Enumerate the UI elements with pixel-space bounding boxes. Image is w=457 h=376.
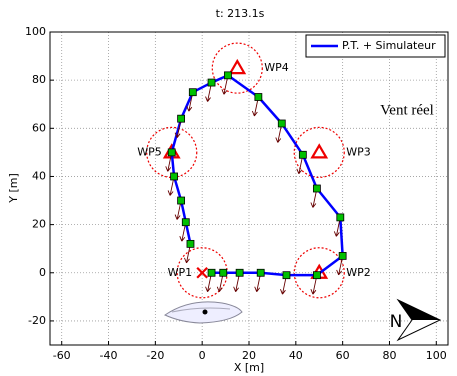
legend-box <box>305 34 446 58</box>
trajectory-point <box>186 239 195 248</box>
x-tick-label: 20 <box>242 349 256 362</box>
y-tick-label: 60 <box>32 121 46 134</box>
trajectory-point <box>254 93 263 101</box>
x-tick-label: -40 <box>100 349 118 362</box>
x-tick-label: 100 <box>426 349 447 362</box>
boat-mast <box>202 309 208 315</box>
marks <box>146 42 347 299</box>
waypoint-zone <box>293 247 345 299</box>
axes-box <box>49 31 449 346</box>
x-tick-label: -60 <box>53 349 71 362</box>
x-tick-label: 80 <box>382 349 396 362</box>
waypoint-label: WP1 <box>168 266 193 279</box>
waypoint-marker <box>310 143 329 159</box>
x-tick-label: 40 <box>289 349 303 362</box>
trajectory-point <box>282 271 291 280</box>
legend-label: P.T. + Simulateur <box>342 39 436 52</box>
waypoint-marker <box>196 266 208 279</box>
trajectory-point <box>256 268 265 277</box>
trajectory-point <box>224 71 232 80</box>
trajectory-point <box>298 150 307 159</box>
trajectory-point <box>277 119 286 128</box>
trajectory-point <box>177 196 186 205</box>
waypoint-zone <box>293 126 345 178</box>
annotation: Vent réel <box>380 102 434 118</box>
y-tick-label: -20 <box>28 314 46 327</box>
x-tick-label: 60 <box>336 349 350 362</box>
y-tick-label: 80 <box>32 73 46 86</box>
compass: N <box>390 298 442 342</box>
trajectory-point <box>170 172 178 181</box>
trajectory-point <box>336 213 345 222</box>
waypoint-marker <box>228 58 247 75</box>
compass-arrow-half <box>398 300 440 320</box>
trajectory-point <box>207 78 216 87</box>
legend: P.T. + Simulateur <box>305 34 446 58</box>
y-tick-label: 40 <box>32 169 46 182</box>
boat-deck <box>171 307 231 313</box>
trajectory-point <box>312 271 321 280</box>
chart-title: t: 213.1s <box>216 7 265 20</box>
trajectory-point <box>338 252 347 260</box>
boat <box>163 301 243 324</box>
y-axis-label: Y [m] <box>7 173 20 204</box>
waypoint-label: WP4 <box>264 61 289 74</box>
waypoint-label: WP2 <box>346 266 371 279</box>
trajectory-point <box>312 184 321 193</box>
trajectory-point <box>188 88 197 97</box>
trajectory-point <box>235 268 244 277</box>
waypoint-zone <box>211 42 263 94</box>
trajectory-point <box>181 218 190 227</box>
y-tick-label: 100 <box>25 25 46 38</box>
y-tick-label: 20 <box>32 218 46 231</box>
x-tick-label: 0 <box>199 349 206 362</box>
x-tick-label: -20 <box>146 349 164 362</box>
waypoint-label: WP5 <box>137 145 162 158</box>
waypoint-zone <box>146 126 198 178</box>
trajectory-point <box>177 114 186 123</box>
trajectory-point <box>207 268 216 277</box>
y-tick-label: 0 <box>39 266 46 279</box>
trajectory-point <box>167 148 176 157</box>
x-axis-label: X [m] <box>234 361 264 374</box>
grid <box>50 31 448 345</box>
compass-label: N <box>390 312 403 332</box>
waypoint-label: WP3 <box>346 145 371 158</box>
trajectory-point <box>219 268 228 277</box>
